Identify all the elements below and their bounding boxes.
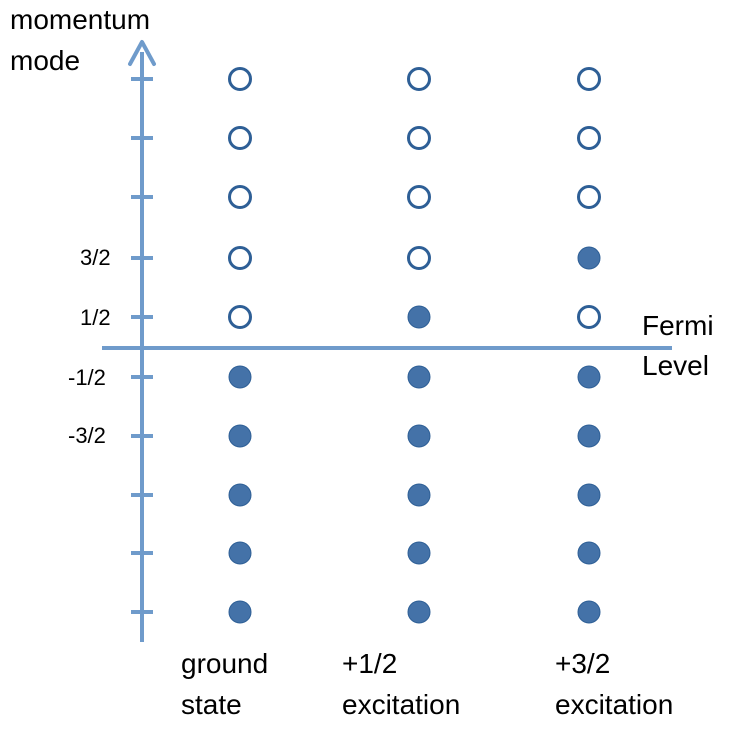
filled-mode-dot <box>228 365 252 389</box>
axis-arrowhead <box>128 40 156 66</box>
empty-mode-dot <box>407 246 431 270</box>
filled-mode-dot <box>407 600 431 624</box>
filled-mode-dot <box>228 483 252 507</box>
empty-mode-dot <box>577 305 601 329</box>
column-label-half-line1: +1/2 <box>342 648 398 679</box>
filled-mode-dot <box>407 305 431 329</box>
filled-mode-dot <box>577 541 601 565</box>
filled-mode-dot <box>577 365 601 389</box>
filled-mode-dot <box>228 541 252 565</box>
empty-mode-dot <box>228 126 252 150</box>
filled-mode-dot <box>228 424 252 448</box>
empty-mode-dot <box>228 246 252 270</box>
tick-label-3-2: 3/2 <box>80 245 111 270</box>
filled-mode-dot <box>228 600 252 624</box>
filled-mode-dot <box>577 600 601 624</box>
empty-mode-dot <box>407 67 431 91</box>
filled-mode-dot <box>577 246 601 270</box>
column-label-half-line2: excitation <box>342 689 461 720</box>
filled-mode-dot <box>407 483 431 507</box>
empty-mode-dot <box>577 126 601 150</box>
axis-ticks <box>131 77 153 614</box>
fermi-label-line2: Level <box>642 350 709 381</box>
empty-mode-dot <box>228 67 252 91</box>
tick-label-neg-1-2: -1/2 <box>68 365 106 390</box>
column-label-ground-line2: state <box>181 689 242 720</box>
column-label-ground-line1: ground <box>181 648 269 679</box>
filled-mode-dot <box>577 424 601 448</box>
column-label-three-half-line2: excitation <box>555 689 674 720</box>
axis-title-line1: momentum <box>10 4 151 35</box>
empty-mode-dot <box>407 126 431 150</box>
column-label-three-half-line1: +3/2 <box>555 648 611 679</box>
filled-mode-dot <box>407 541 431 565</box>
filled-mode-dot <box>407 365 431 389</box>
fermi-label-line1: Fermi <box>642 310 714 341</box>
mode-dots <box>228 67 601 624</box>
filled-mode-dot <box>577 483 601 507</box>
empty-mode-dot <box>407 185 431 209</box>
empty-mode-dot <box>577 67 601 91</box>
empty-mode-dot <box>228 305 252 329</box>
filled-mode-dot <box>407 424 431 448</box>
axis-title-line2: mode <box>10 45 81 76</box>
empty-mode-dot <box>577 185 601 209</box>
tick-label-neg-3-2: -3/2 <box>68 423 106 448</box>
empty-mode-dot <box>228 185 252 209</box>
tick-label-1-2: 1/2 <box>80 305 111 330</box>
